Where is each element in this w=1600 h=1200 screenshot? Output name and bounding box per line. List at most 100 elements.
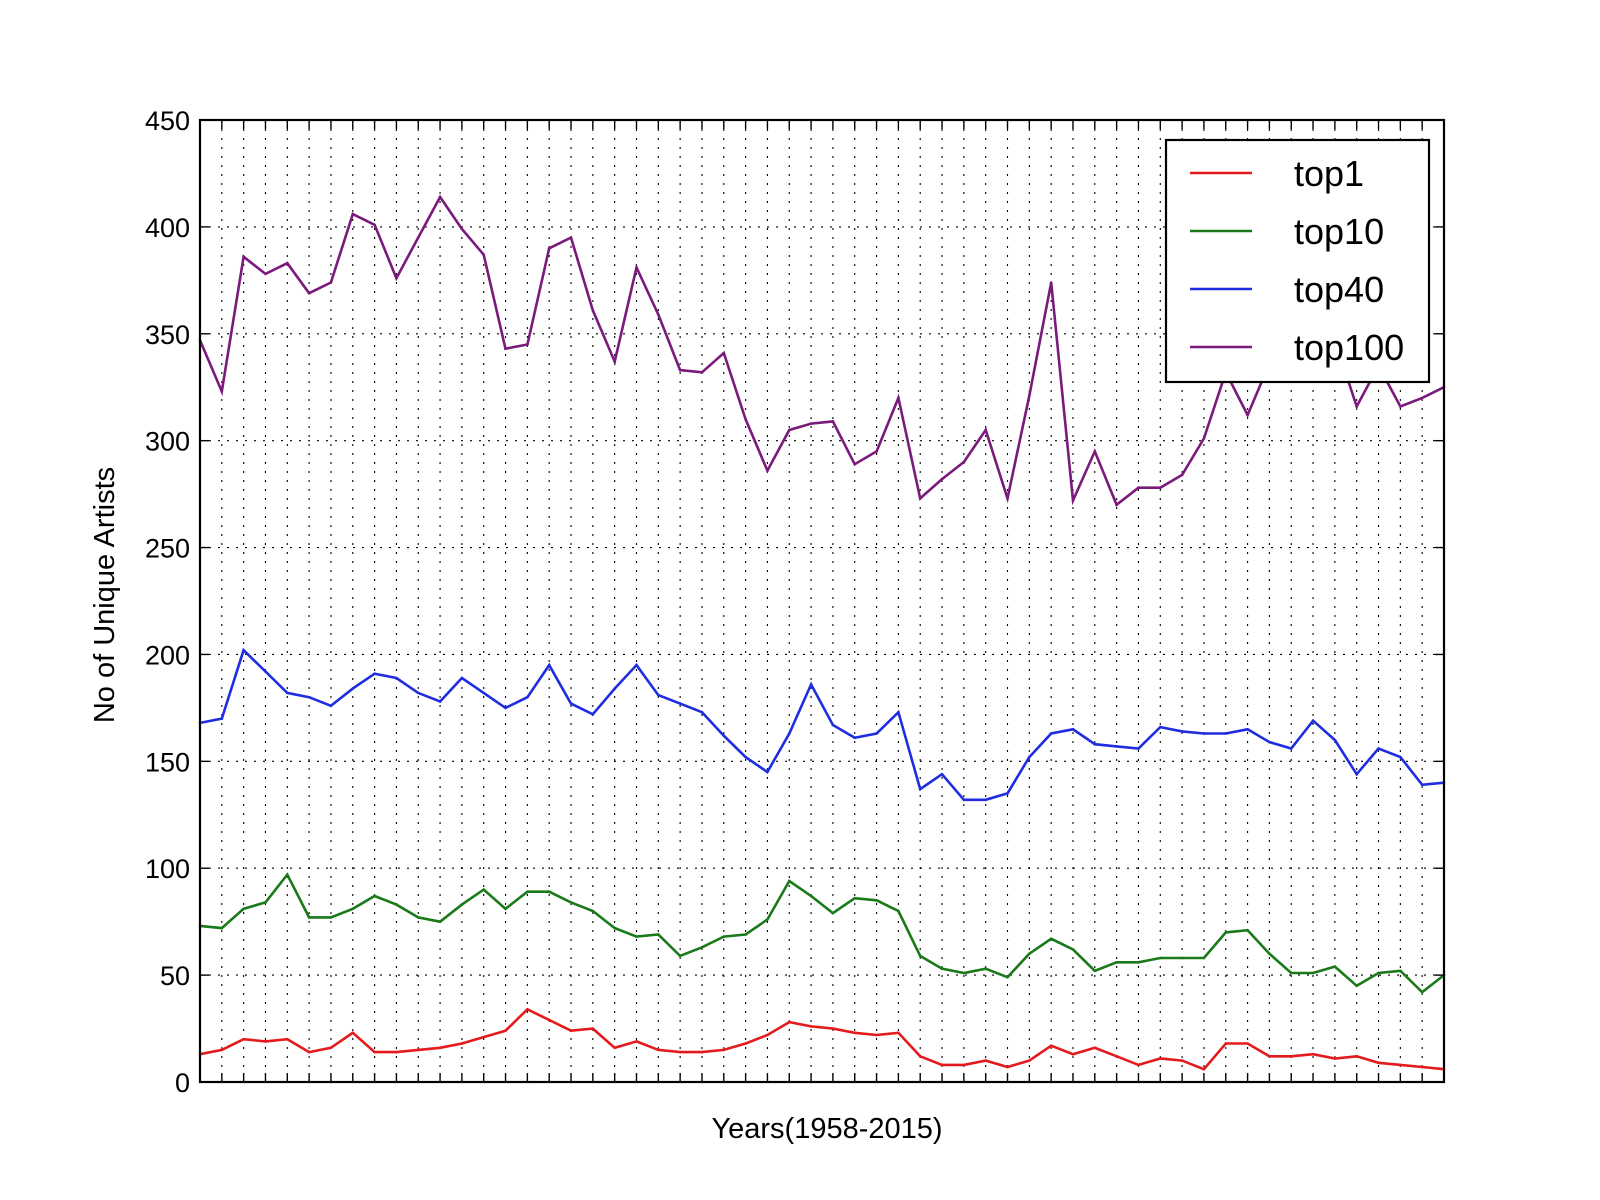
data-point-top100 <box>853 462 856 466</box>
data-point-top100 <box>635 266 638 269</box>
data-point-top100 <box>1093 450 1097 453</box>
data-point-top1 <box>809 1025 813 1028</box>
data-point-top40 <box>613 687 616 690</box>
data-point-top1 <box>897 1031 900 1035</box>
data-point-top1 <box>831 1027 835 1030</box>
data-point-top40 <box>242 648 245 652</box>
data-point-top10 <box>635 935 638 938</box>
legend-box <box>1164 138 1431 384</box>
data-point-top40 <box>766 770 769 774</box>
data-point-top100 <box>220 390 224 393</box>
data-point-top40 <box>1159 725 1162 729</box>
data-point-top100 <box>766 469 769 472</box>
y-tick-label: 250 <box>145 534 190 564</box>
data-point-top40 <box>875 732 878 735</box>
data-point-top1 <box>307 1050 311 1054</box>
data-point-top40 <box>678 702 682 705</box>
data-point-top1 <box>722 1048 726 1052</box>
data-point-top40 <box>897 710 900 714</box>
data-point-top1 <box>264 1040 267 1043</box>
data-point-top100 <box>1159 486 1162 490</box>
data-point-top40 <box>1289 747 1293 750</box>
data-point-top1 <box>1006 1065 1009 1069</box>
data-point-top40 <box>1224 732 1228 735</box>
data-point-top40 <box>1137 747 1140 750</box>
data-point-top10 <box>984 967 987 970</box>
data-point-top1 <box>1071 1052 1075 1056</box>
series-line-top40 <box>199 647 1445 802</box>
data-point-top10 <box>875 899 878 902</box>
data-point-top1 <box>1268 1055 1271 1058</box>
data-point-top40 <box>918 787 922 791</box>
data-point-top1 <box>547 1018 551 1022</box>
data-point-top10 <box>700 946 704 949</box>
data-point-top1 <box>1289 1055 1293 1058</box>
data-point-top40 <box>700 710 704 714</box>
data-point-top40 <box>1028 755 1031 759</box>
data-point-top40 <box>831 723 835 727</box>
data-point-top1 <box>1333 1057 1337 1060</box>
data-point-top1 <box>940 1063 944 1067</box>
data-point-top10 <box>788 879 791 883</box>
data-point-top10 <box>373 894 376 898</box>
data-point-top100 <box>329 281 333 284</box>
data-point-top10 <box>1311 971 1315 975</box>
data-point-top100 <box>1420 396 1424 400</box>
y-tick-label: 150 <box>145 747 190 777</box>
data-point-top100 <box>788 428 791 432</box>
data-point-top100 <box>1028 394 1031 398</box>
data-point-top40 <box>569 702 573 705</box>
data-point-top40 <box>220 717 224 720</box>
data-point-top10 <box>722 935 726 938</box>
data-point-top10 <box>547 890 551 893</box>
series-line-top1 <box>199 1007 1445 1071</box>
data-point-top10 <box>1006 975 1009 979</box>
data-point-top40 <box>329 704 333 708</box>
data-point-top1 <box>504 1029 507 1032</box>
data-point-top100 <box>722 351 726 355</box>
data-point-top100 <box>264 272 267 276</box>
legend-label-top40: top40 <box>1294 269 1384 310</box>
data-point-top100 <box>307 291 311 295</box>
data-point-top1 <box>1246 1042 1249 1045</box>
series-layer <box>198 194 1446 1071</box>
data-point-top10 <box>831 911 835 915</box>
data-point-top10 <box>286 873 289 876</box>
data-point-top1 <box>329 1046 333 1050</box>
data-point-top10 <box>809 894 813 898</box>
data-point-top40 <box>416 691 420 695</box>
data-point-top1 <box>351 1031 355 1035</box>
data-point-top1 <box>657 1048 660 1052</box>
data-point-top100 <box>373 223 376 227</box>
data-point-top40 <box>373 672 376 675</box>
data-point-top1 <box>962 1063 966 1067</box>
data-point-top40 <box>1420 783 1424 787</box>
data-point-top1 <box>220 1048 224 1052</box>
y-tick-label: 100 <box>145 854 190 884</box>
data-point-top1 <box>438 1046 442 1050</box>
data-point-top100 <box>700 371 704 374</box>
data-point-top1 <box>853 1031 856 1035</box>
data-point-top10 <box>416 916 420 919</box>
data-point-top10 <box>897 909 900 913</box>
data-point-top100 <box>1399 405 1402 408</box>
data-point-top10 <box>526 890 529 893</box>
data-point-top40 <box>547 663 551 667</box>
data-point-top10 <box>1180 956 1184 960</box>
legend-label-top1: top1 <box>1294 153 1364 194</box>
data-point-top10 <box>1355 984 1358 988</box>
data-point-top40 <box>657 693 660 697</box>
data-point-top40 <box>722 734 726 737</box>
data-point-top100 <box>547 247 551 250</box>
data-point-top10 <box>1049 937 1053 941</box>
data-point-top10 <box>220 926 224 930</box>
y-tick-label: 450 <box>145 106 190 136</box>
data-point-top100 <box>395 276 398 280</box>
data-point-top40 <box>1311 719 1315 722</box>
data-point-top100 <box>809 422 813 425</box>
data-point-top10 <box>438 920 442 923</box>
data-point-top10 <box>1399 969 1402 973</box>
data-point-top100 <box>1071 499 1075 502</box>
data-point-top40 <box>438 700 442 703</box>
data-point-top40 <box>809 683 813 686</box>
